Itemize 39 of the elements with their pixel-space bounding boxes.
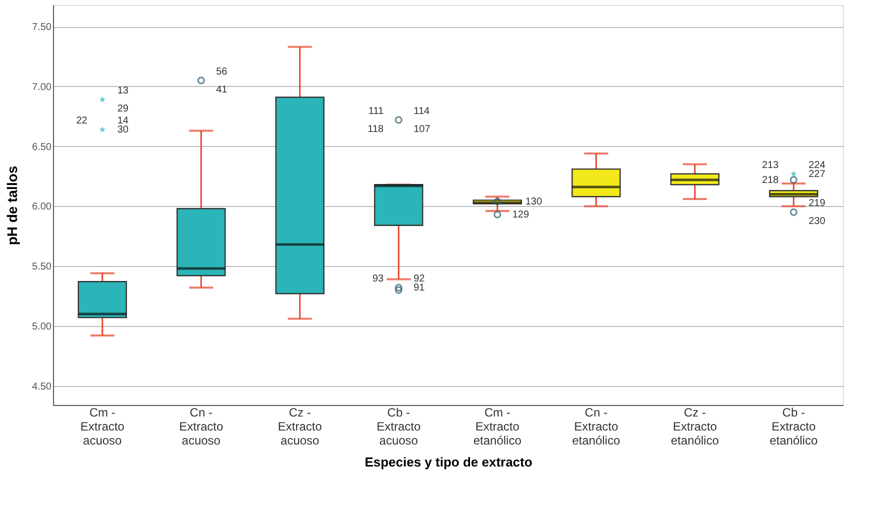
x-axis-title: Especies y tipo de extracto <box>364 454 532 470</box>
x-tick-label: Cm - Extracto acuoso <box>80 406 125 448</box>
y-tick-label: 6.00 <box>32 202 52 213</box>
x-tick-label: Cn - Extracto etanólico <box>572 406 620 448</box>
annotation: 114 <box>414 106 430 117</box>
y-tick-label: 7.50 <box>32 22 52 34</box>
y-axis-title: pH de tallos <box>4 166 20 246</box>
x-tick-label: Cn - Extracto acuoso <box>179 406 224 448</box>
y-tick-label: 7.00 <box>32 82 52 93</box>
annotation: 29 <box>117 104 129 115</box>
y-tick-label: 5.50 <box>32 262 52 273</box>
y-tick-label: 4.50 <box>32 381 52 392</box>
annotation: 130 <box>525 196 542 208</box>
annotation: 224 <box>808 160 826 171</box>
annotation: 129 <box>512 210 530 221</box>
annotation: 230 <box>808 216 826 228</box>
annotation: 91 <box>414 282 426 294</box>
annotation: 118 <box>368 124 384 135</box>
annotation: 93 <box>372 274 384 285</box>
annotation: 227 <box>808 168 826 180</box>
annotation: 92 <box>414 274 426 285</box>
annotation: 219 <box>808 198 826 210</box>
annotation: 218 <box>762 174 780 186</box>
y-tick-label: 5.00 <box>32 321 52 332</box>
annotation: 22 <box>76 116 88 127</box>
x-tick-label: Cm - Extracto etanólico <box>473 406 522 448</box>
annotation: 41 <box>216 84 228 96</box>
annotation: 107 <box>414 124 431 135</box>
y-tick-label: 6.50 <box>32 142 52 153</box>
annotation: 56 <box>216 66 228 78</box>
annotation: 30 <box>117 124 129 136</box>
annotation: 111 <box>368 106 384 117</box>
annotation: 13 <box>117 86 129 97</box>
annotation: 213 <box>762 160 780 171</box>
x-tick-label: Cz - Extracto etanólico <box>670 406 720 448</box>
x-tick-label: Cz - Extracto acuoso <box>278 406 322 448</box>
x-tick-label: Cb - Extracto etanólico <box>770 406 818 448</box>
annotation: 14 <box>117 116 129 127</box>
x-tick-label: Cb - Extracto acuoso <box>376 406 421 448</box>
